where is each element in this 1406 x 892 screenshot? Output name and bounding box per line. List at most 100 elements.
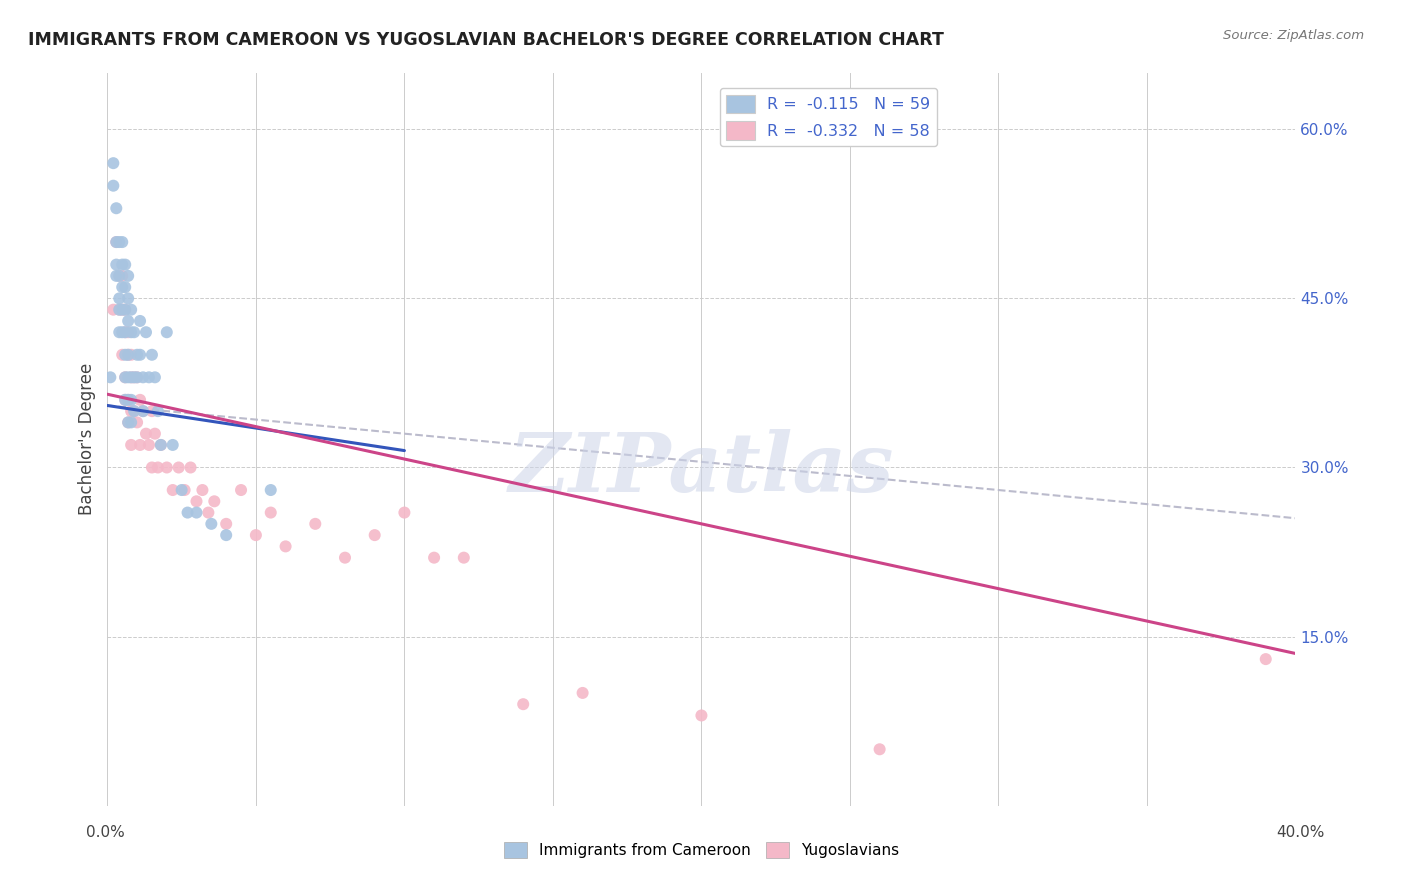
Point <box>117 348 139 362</box>
Point <box>108 302 131 317</box>
Point <box>125 416 148 430</box>
Point <box>117 325 139 339</box>
Point <box>135 426 157 441</box>
Point <box>117 392 139 407</box>
Point <box>173 483 195 497</box>
Point <box>114 370 136 384</box>
Point <box>114 348 136 362</box>
Point <box>197 506 219 520</box>
Point <box>245 528 267 542</box>
Point <box>111 235 134 249</box>
Point <box>129 392 152 407</box>
Legend: R =  -0.115   N = 59, R =  -0.332   N = 58: R = -0.115 N = 59, R = -0.332 N = 58 <box>720 88 936 146</box>
Point <box>114 280 136 294</box>
Point <box>132 404 155 418</box>
Point <box>156 460 179 475</box>
Point <box>117 314 139 328</box>
Point <box>120 370 142 384</box>
Point <box>141 460 163 475</box>
Point <box>114 302 136 317</box>
Point <box>363 528 385 542</box>
Point <box>117 392 139 407</box>
Point <box>120 325 142 339</box>
Point <box>122 404 145 418</box>
Point <box>111 302 134 317</box>
Point <box>229 483 252 497</box>
Point <box>105 201 128 215</box>
Y-axis label: Bachelor's Degree: Bachelor's Degree <box>79 363 96 516</box>
Point <box>143 426 166 441</box>
Point <box>114 392 136 407</box>
Point <box>125 370 148 384</box>
Point <box>333 550 356 565</box>
Point <box>186 494 208 508</box>
Point <box>571 686 593 700</box>
Point <box>120 438 142 452</box>
Point <box>129 438 152 452</box>
Text: Source: ZipAtlas.com: Source: ZipAtlas.com <box>1223 29 1364 42</box>
Text: 40.0%: 40.0% <box>1277 825 1324 839</box>
Point <box>111 325 134 339</box>
Point <box>125 348 148 362</box>
Point <box>103 178 125 193</box>
Point <box>260 483 283 497</box>
Point <box>215 516 238 531</box>
Point <box>274 540 297 554</box>
Point <box>117 292 139 306</box>
Point <box>103 302 125 317</box>
Point <box>143 370 166 384</box>
Point <box>202 494 225 508</box>
Point <box>191 483 214 497</box>
Point <box>108 302 131 317</box>
Point <box>200 516 222 531</box>
Point <box>869 742 891 756</box>
Point <box>132 370 155 384</box>
Point <box>108 268 131 283</box>
Point <box>215 528 238 542</box>
Point <box>108 292 131 306</box>
Point <box>141 348 163 362</box>
Point <box>132 404 155 418</box>
Point <box>105 258 128 272</box>
Point <box>120 416 142 430</box>
Point <box>122 404 145 418</box>
Point <box>111 348 134 362</box>
Point <box>1254 652 1277 666</box>
Point <box>120 302 142 317</box>
Point <box>125 370 148 384</box>
Point <box>105 235 128 249</box>
Point <box>186 506 208 520</box>
Point <box>105 235 128 249</box>
Point <box>108 235 131 249</box>
Point <box>129 348 152 362</box>
Point <box>111 280 134 294</box>
Point <box>149 438 172 452</box>
Point <box>453 550 475 565</box>
Point <box>138 370 160 384</box>
Text: IMMIGRANTS FROM CAMEROON VS YUGOSLAVIAN BACHELOR'S DEGREE CORRELATION CHART: IMMIGRANTS FROM CAMEROON VS YUGOSLAVIAN … <box>28 31 943 49</box>
Point <box>120 392 142 407</box>
Point <box>117 348 139 362</box>
Point <box>156 325 179 339</box>
Point <box>304 516 326 531</box>
Point <box>135 325 157 339</box>
Point <box>423 550 446 565</box>
Point <box>108 268 131 283</box>
Text: ZIPatlas: ZIPatlas <box>509 429 894 508</box>
Point <box>146 460 169 475</box>
Point <box>260 506 283 520</box>
Point <box>170 483 193 497</box>
Point <box>122 370 145 384</box>
Point <box>108 325 131 339</box>
Point <box>114 325 136 339</box>
Point <box>120 404 142 418</box>
Point <box>122 370 145 384</box>
Point <box>162 483 184 497</box>
Point <box>120 348 142 362</box>
Point <box>98 370 121 384</box>
Point <box>120 370 142 384</box>
Point <box>111 302 134 317</box>
Point <box>138 438 160 452</box>
Point <box>149 438 172 452</box>
Point <box>129 314 152 328</box>
